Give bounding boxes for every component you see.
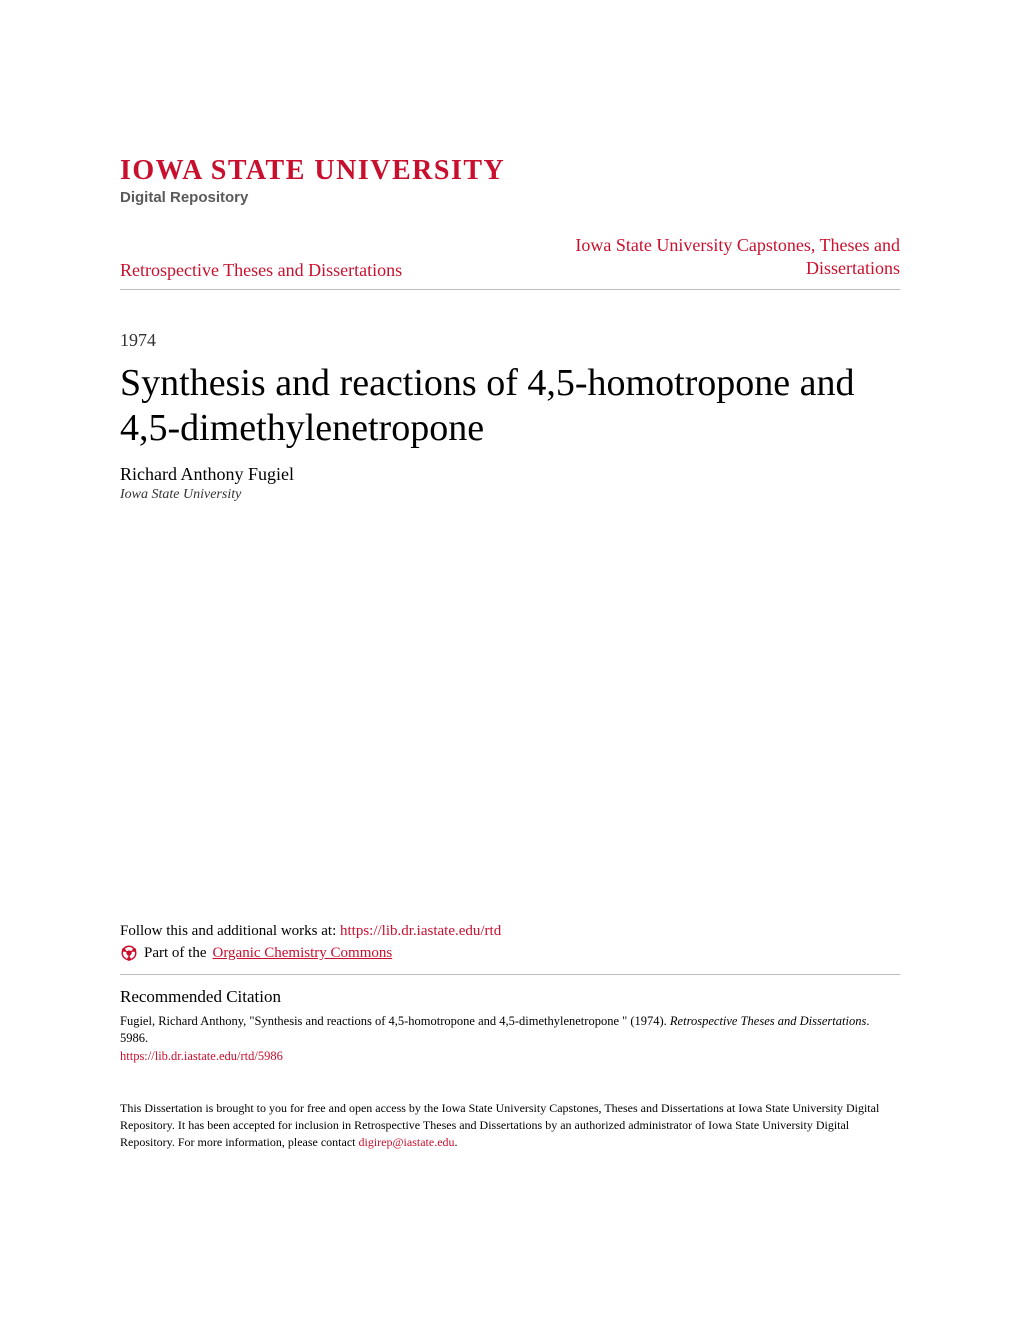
footer-text-post: .: [455, 1135, 458, 1149]
citation-pre: Fugiel, Richard Anthony, "Synthesis and …: [120, 1014, 670, 1028]
author-affiliation: Iowa State University: [120, 487, 900, 503]
contact-email-link[interactable]: digirep@iastate.edu: [359, 1135, 455, 1149]
university-name: Iowa State University: [120, 155, 900, 187]
citation-text: Fugiel, Richard Anthony, "Synthesis and …: [120, 1013, 900, 1047]
follow-url-link[interactable]: https://lib.dr.iastate.edu/rtd: [340, 923, 501, 939]
part-of-line: Part of the Organic Chemistry Commons: [120, 944, 900, 962]
author-name: Richard Anthony Fugiel: [120, 464, 900, 485]
citation-series: Retrospective Theses and Dissertations: [670, 1014, 866, 1028]
document-title: Synthesis and reactions of 4,5-homotropo…: [120, 361, 900, 451]
footer-note: This Dissertation is brought to you for …: [120, 1100, 900, 1150]
citation-url[interactable]: https://lib.dr.iastate.edu/rtd/5986: [120, 1049, 900, 1064]
citation-heading: Recommended Citation: [120, 987, 900, 1007]
commons-link[interactable]: Organic Chemistry Commons: [212, 945, 392, 962]
collection-link[interactable]: Retrospective Theses and Dissertations: [120, 260, 402, 281]
part-prefix: Part of the: [144, 945, 206, 962]
parent-collection-link[interactable]: Iowa State University Capstones, Theses …: [540, 234, 900, 281]
citation-block: Recommended Citation Fugiel, Richard Ant…: [120, 974, 900, 1064]
publication-year: 1974: [120, 330, 900, 351]
network-icon: [120, 944, 138, 962]
header-links-row: Retrospective Theses and Dissertations I…: [120, 234, 900, 290]
follow-prefix: Follow this and additional works at:: [120, 923, 340, 939]
cover-page: Iowa State University Digital Repository…: [0, 0, 1020, 1191]
vertical-spacer: [120, 503, 900, 923]
repository-label: Digital Repository: [120, 189, 900, 206]
footer-text-pre: This Dissertation is brought to you for …: [120, 1101, 879, 1149]
follow-works-line: Follow this and additional works at: htt…: [120, 923, 900, 940]
citation-url-link[interactable]: https://lib.dr.iastate.edu/rtd/5986: [120, 1049, 283, 1063]
institution-logo: Iowa State University Digital Repository: [120, 155, 900, 206]
